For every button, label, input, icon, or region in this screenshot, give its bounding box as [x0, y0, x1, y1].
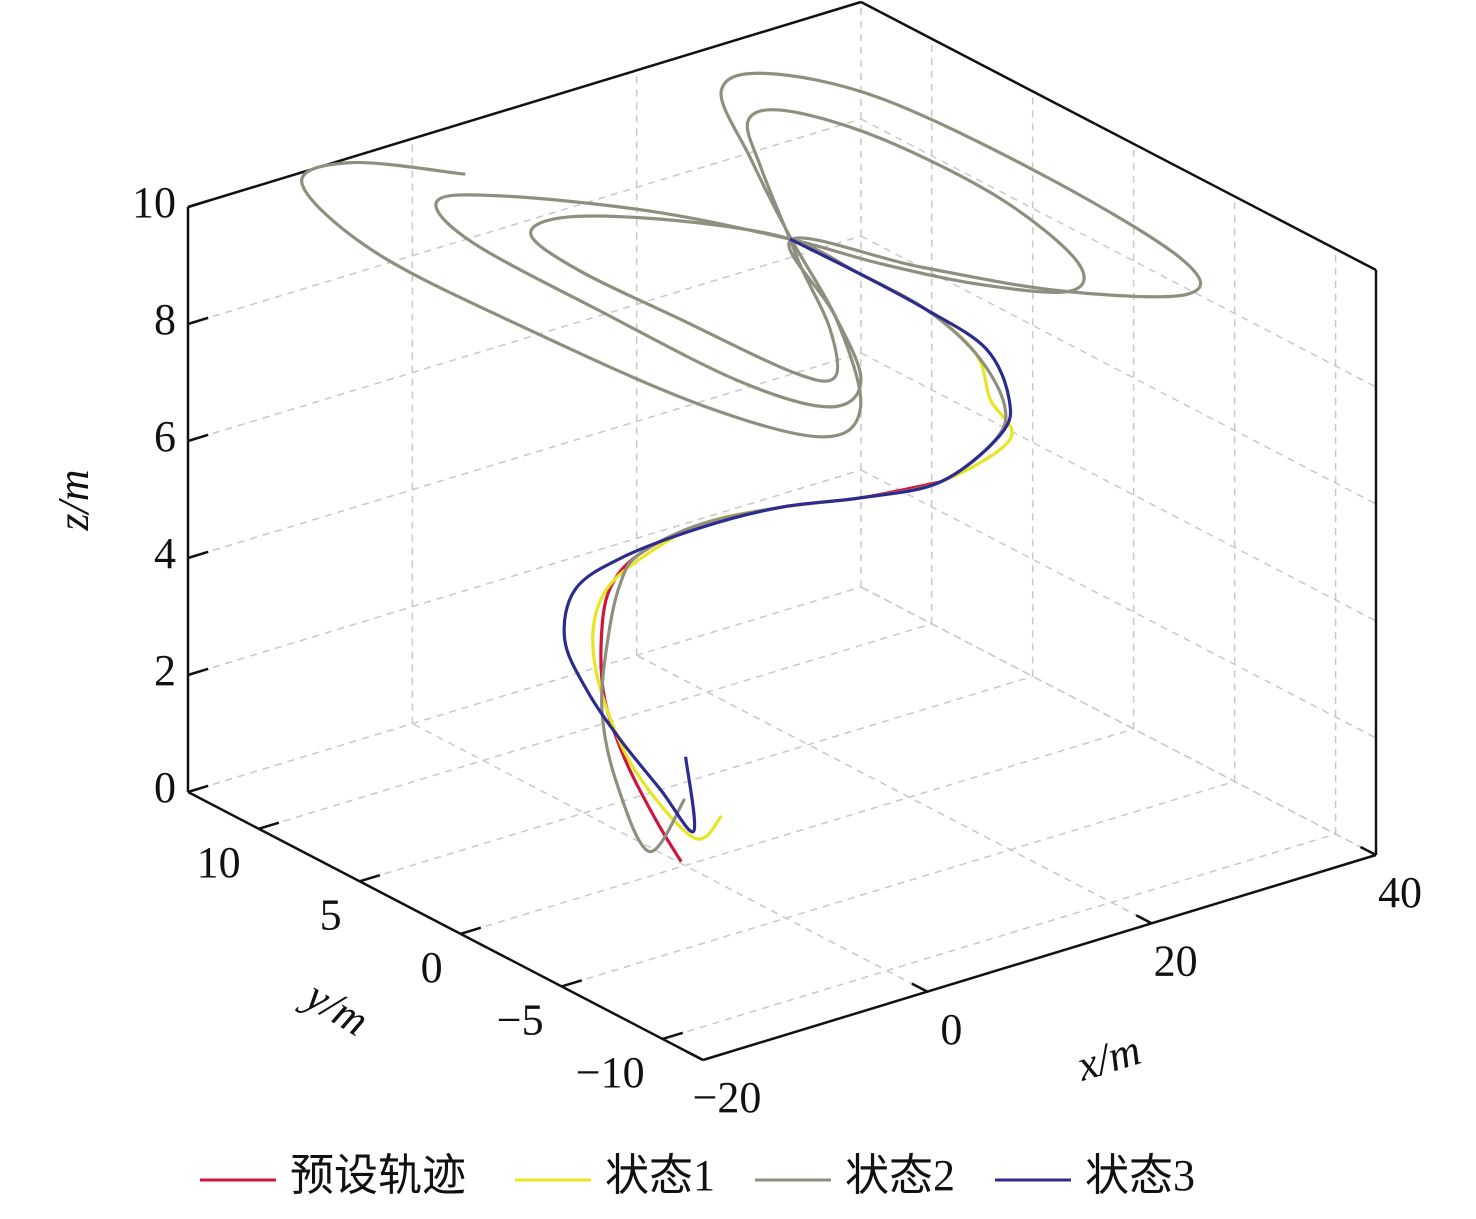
z-tick: [187, 784, 209, 794]
grid-line: [860, 235, 1377, 505]
legend-label: 状态1: [605, 1151, 715, 1200]
legend-label: 状态3: [1085, 1151, 1195, 1200]
x-tick: [686, 1050, 704, 1062]
grid-line: [860, 352, 1377, 622]
y-tick-label: 10: [197, 838, 241, 887]
x-axis-title: x/m: [1070, 1025, 1146, 1091]
label-layer: −20 0 20 40 −10 −5 0 5 10 0 2 4 6 8 10: [132, 178, 1422, 1122]
trajectory-line: [300, 71, 1203, 854]
grid-line: [187, 586, 862, 793]
grid-line: [411, 723, 928, 993]
z-tick-label: 8: [154, 295, 176, 344]
z-tick-label: 0: [154, 763, 176, 812]
y-tick-label: −10: [576, 1048, 645, 1097]
trajectory-line: [562, 237, 1013, 834]
x-tick: [1359, 845, 1377, 857]
z-tick: [187, 667, 209, 677]
axes-box: [186, 0, 1378, 1062]
axis-edge: [187, 790, 704, 1062]
z-tick-label: 4: [154, 529, 176, 578]
x-tick-label: 20: [1154, 936, 1198, 985]
y-tick: [258, 821, 280, 830]
y-tick: [460, 926, 482, 936]
grid-line: [636, 654, 1153, 924]
z-tick: [187, 433, 209, 443]
legend-label: 状态2: [845, 1151, 955, 1200]
z-tick: [187, 199, 209, 209]
z-tick-label: 2: [154, 646, 176, 695]
grid-line: [187, 118, 862, 325]
axis-edge: [702, 853, 1377, 1062]
legend: 预设轨迹 状态1 状态2 状态3: [200, 1151, 1195, 1200]
trajectory-line: [599, 480, 941, 863]
grid-line: [359, 675, 1033, 883]
axis-edge: [860, 0, 1377, 272]
grid-line: [187, 235, 862, 442]
y-tick-label: 0: [421, 943, 443, 992]
y-axis-title: y/m: [294, 969, 377, 1046]
x-tick-label: 0: [940, 1005, 962, 1054]
y-tick: [662, 1031, 684, 1041]
z-tick-label: 10: [132, 178, 176, 227]
y-tick-label: −5: [497, 996, 544, 1045]
grid-line: [187, 469, 862, 676]
x-tick: [911, 982, 928, 993]
grid-line: [258, 623, 932, 830]
grid-line: [860, 469, 1377, 739]
data-layer: [300, 71, 1203, 863]
grid-line: [860, 118, 1377, 388]
grid-line: [662, 833, 1336, 1040]
z-axis-title: z/m: [49, 469, 98, 531]
x-tick-label: −20: [693, 1073, 762, 1122]
grid-layer: [187, 1, 1377, 1061]
axis-edge: [187, 0, 862, 209]
legend-label: 预设轨迹: [290, 1151, 466, 1200]
x-tick: [1135, 914, 1153, 925]
grid-line: [860, 586, 1377, 856]
y-tick: [359, 873, 381, 883]
grid-line: [460, 728, 1134, 935]
z-tick: [187, 316, 209, 326]
y-tick-label: 5: [320, 890, 342, 939]
z-tick: [187, 550, 209, 560]
x-tick-label: 40: [1378, 868, 1422, 917]
grid-line: [561, 780, 1235, 988]
y-tick: [561, 979, 583, 988]
z-tick-label: 6: [154, 412, 176, 461]
grid-line: [187, 352, 862, 559]
